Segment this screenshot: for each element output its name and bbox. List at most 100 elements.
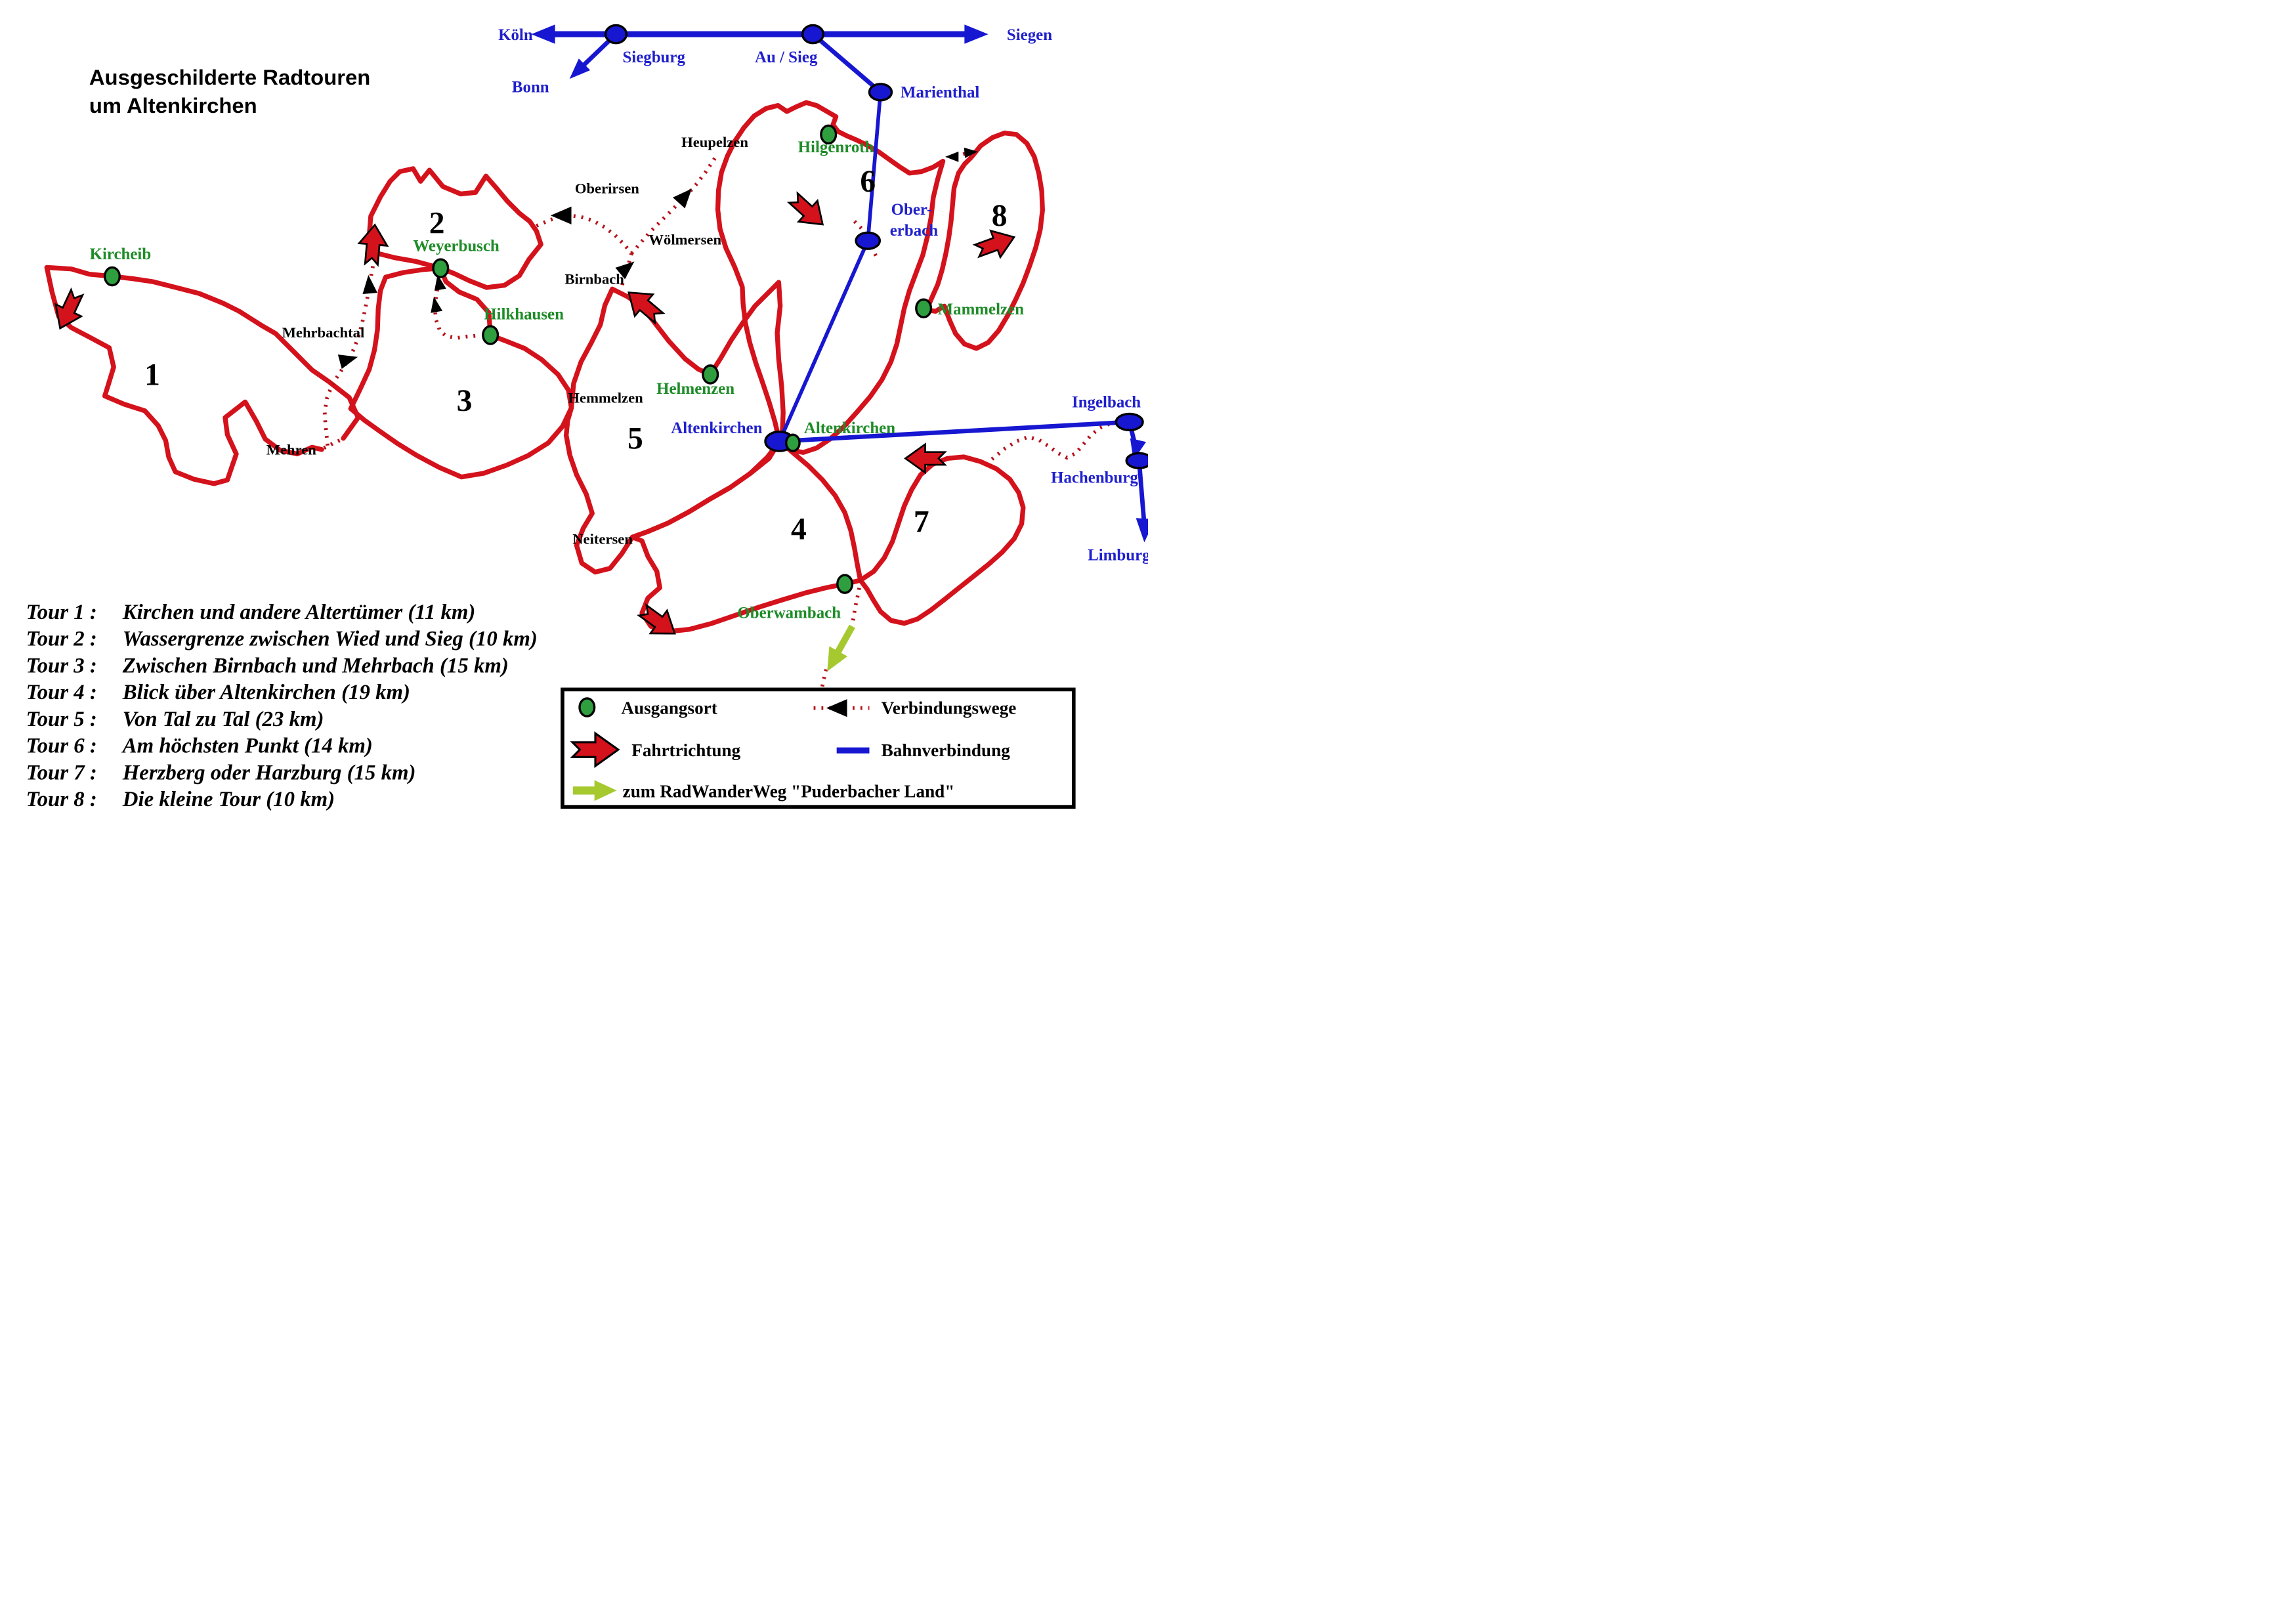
direction-arrow-icon [637,603,676,635]
legend-verbindungswege-label: Verbindungswege [882,698,1017,718]
label-altenkirchen-station: Altenkirchen [671,419,762,437]
station-au-sieg [801,24,824,45]
station-ingelbach [1115,412,1144,432]
rail-marienthal-obererbach [866,92,883,241]
start-dot-helmenzen [702,364,719,385]
tour-list-item: Tour 2 : Wassergrenze zwischen Wied und S… [26,628,538,651]
label-weyerbusch: Weyerbusch [413,238,500,255]
label-kircheib: Kircheib [90,245,152,263]
legend-bahnverbindung-label: Bahnverbindung [882,740,1011,760]
label-mehren: Mehren [266,442,317,458]
legend-fahrtrichtung-label: Fahrtrichtung [631,740,740,760]
start-dot-altenkirchen [784,433,801,452]
start-dot-hilgenroth [820,124,838,145]
legend-radwanderweg-head-icon [594,780,617,801]
label-neitersen: Neitersen [572,531,633,547]
connector-arrow-triangles [337,147,978,369]
start-dot-mammelzen [915,298,933,319]
legend-radwanderweg-label: zum RadWanderWeg "Puderbacher Land" [623,781,955,801]
tour-number-4: 4 [791,513,807,547]
direction-arrows [54,191,1016,635]
tour-6-route [715,100,946,455]
rail-ausieg-marienthal [811,32,882,94]
connector-mehrbachtal [322,258,377,447]
legend-fahrtrichtung-arrow-icon [570,731,620,768]
label-birnbach: Birnbach [564,270,624,287]
rail-hachenburg-limburg [1137,460,1147,525]
cycling-tour-map: Ausgeschilderte Radtouren um Altenkirche… [0,0,1148,811]
connector-mehren [323,437,344,450]
label-helmenzen: Helmenzen [656,380,734,398]
rail-altenkirchen-ingelbach [779,419,1130,444]
triangle-arrow-icon [964,147,978,158]
legend-ausgangsort-dot-icon [578,697,596,717]
triangle-arrow-icon [550,206,572,224]
tour-list-item: Tour 6 : Am höchsten Punkt (14 km) [26,735,373,758]
tour-list-item: Tour 5 : Von Tal zu Tal (23 km) [26,708,324,731]
station-siegburg [604,24,628,45]
radwanderweg-arrow [827,624,855,672]
rail-arrowhead-koeln [531,24,555,44]
tour-number-5: 5 [627,422,643,456]
label-hemmelzen: Hemmelzen [568,389,643,406]
tour-number-2: 2 [429,206,445,240]
direction-arrow-icon [357,223,389,267]
tour-list-item: Tour 3 : Zwischen Birnbach und Mehrbach (… [26,654,509,677]
railway-network [531,24,1148,543]
map-canvas: Ausgeschilderte Radtouren um Altenkirche… [26,24,1148,811]
label-ingelbach: Ingelbach [1072,393,1141,411]
radwanderweg-arrow-shaft [835,624,855,654]
triangle-arrow-icon [673,188,692,209]
triangle-arrow-icon [431,296,443,313]
label-mehrbachtal: Mehrbachtal [282,324,365,341]
tour-number-8: 8 [992,199,1008,233]
legend-verbindungswege-triangle-icon [826,699,847,717]
tour-8-route [924,130,1045,351]
start-dot-hilkhausen [482,325,500,345]
railway-stations [604,24,1148,469]
label-altenkirchen-start: Altenkirchen [804,419,895,437]
connector-oberirsen [536,213,633,255]
direction-arrow-icon [627,291,666,325]
tour-1-route-north [110,274,361,441]
station-hachenburg [1125,452,1148,469]
label-heupelzen: Heupelzen [681,134,748,150]
tour-list-item: Tour 4 : Blick über Altenkirchen (19 km) [26,681,410,704]
tour-number-6: 6 [860,165,876,199]
legend-box [561,687,1076,809]
map-labels: Ausgeschilderte Radtouren um Altenkirche… [89,26,1148,622]
label-mammelzen: Mammelzen [938,301,1024,318]
label-oberirsen: Oberirsen [575,180,639,196]
tour-list-item: Tour 7 : Herzberg oder Harzburg (15 km) [26,761,416,784]
station-obererbach [855,231,882,250]
triangle-arrow-icon [362,274,377,295]
label-bonn: Bonn [512,78,549,96]
triangle-arrow-icon [434,274,446,291]
direction-arrow-icon [54,287,85,330]
tour-number-3: 3 [457,384,473,418]
tour-list-item: Tour 1 : Kirchen und andere Altertümer (1… [26,601,476,624]
tour-number-7: 7 [914,505,929,539]
direction-arrow-icon [786,191,824,226]
legend: Ausgangsort Verbindungswege Fahrtrichtun… [561,687,1076,809]
map-title-line1: Ausgeschilderte Radtouren [89,65,371,89]
label-obererbach-line1: Ober- [891,201,933,219]
tour-routes [44,100,1045,634]
label-hilgenroth: Hilgenroth [798,139,874,156]
label-siegburg: Siegburg [622,49,685,66]
label-limburg: Limburg [1088,546,1148,564]
start-dot-kircheib [103,266,121,287]
label-woelmersen: Wölmersen [648,231,721,247]
rail-arrowhead-bonn [569,58,591,79]
rail-arrowhead-siegen [964,24,989,44]
label-koeln: Köln [498,26,533,44]
label-marienthal: Marienthal [901,83,979,101]
tour-number-1: 1 [144,358,160,392]
tour-3-route [348,265,574,480]
direction-arrow-icon [972,229,1016,259]
rail-obererbach-altenkirchen [777,240,870,442]
connector-ingelbach [990,419,1128,461]
direction-arrow-icon [904,442,947,475]
label-siegen: Siegen [1007,26,1052,44]
tour-4-route [629,438,863,634]
